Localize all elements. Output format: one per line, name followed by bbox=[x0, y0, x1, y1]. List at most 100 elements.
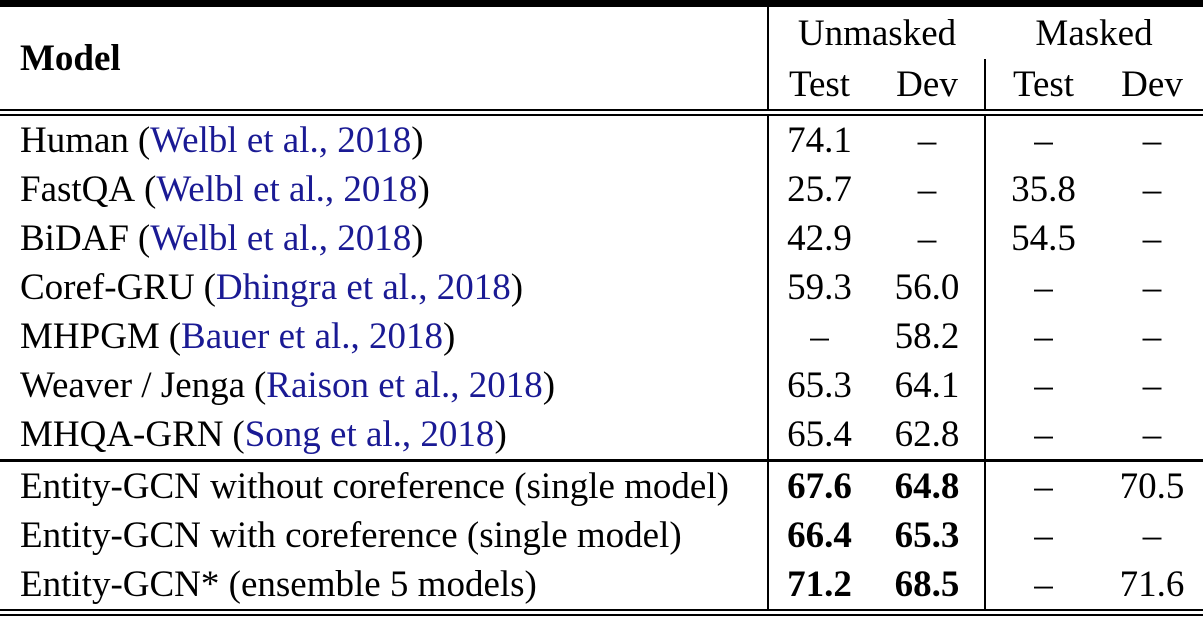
model-name: BiDAF bbox=[20, 218, 129, 259]
model-name: Entity-GCN without coreference (single m… bbox=[20, 466, 729, 507]
model-name: Entity-GCN* (ensemble 5 models) bbox=[20, 564, 537, 605]
open-paren: ( bbox=[253, 365, 267, 406]
unmasked-dev-value: 68.5 bbox=[870, 560, 986, 613]
header-sub-row: Test Dev Test Dev bbox=[0, 59, 1203, 116]
unmasked-dev-value: 62.8 bbox=[870, 410, 986, 461]
column-header-unmasked-dev: Dev bbox=[870, 59, 986, 116]
close-paren: ) bbox=[443, 316, 456, 357]
open-paren: ( bbox=[168, 316, 182, 357]
masked-dev-value: – bbox=[1142, 267, 1162, 308]
model-name: Human bbox=[20, 120, 129, 161]
column-header-masked-test: Test bbox=[985, 59, 1101, 116]
table-row: Entity-GCN without coreference (single m… bbox=[0, 459, 1203, 511]
masked-test-value: – bbox=[1034, 365, 1053, 406]
close-paren: ) bbox=[510, 267, 524, 308]
citation-link[interactable]: Welbl et al., 2018 bbox=[150, 120, 412, 161]
table-row: FastQA (Welbl et al., 2018) 25.7 – 35.8 – bbox=[0, 165, 1203, 214]
close-paren: ) bbox=[542, 365, 556, 406]
column-header-masked-dev: Dev bbox=[1101, 59, 1203, 116]
table-row: Entity-GCN with coreference (single mode… bbox=[0, 511, 1203, 560]
masked-dev-value: – bbox=[1142, 218, 1162, 259]
masked-test-value: 35.8 bbox=[1011, 169, 1076, 210]
model-name: MHQA-GRN bbox=[20, 414, 224, 455]
table-row: Entity-GCN* (ensemble 5 models) 71.2 68.… bbox=[0, 560, 1203, 613]
unmasked-test-value: 65.4 bbox=[787, 414, 852, 455]
table-row: Weaver / Jenga (Raison et al., 2018) 65.3… bbox=[0, 361, 1203, 410]
masked-dev-value: – bbox=[1142, 515, 1162, 556]
model-cell: Weaver / Jenga (Raison et al., 2018) bbox=[0, 361, 769, 410]
unmasked-test-value: 59.3 bbox=[787, 267, 852, 308]
masked-dev-value: – bbox=[1142, 120, 1162, 161]
model-name: Weaver / Jenga bbox=[20, 365, 246, 406]
unmasked-dev-value: 64.8 bbox=[870, 459, 986, 511]
unmasked-test-value: 25.7 bbox=[787, 169, 852, 210]
citation-link[interactable]: Welbl et al., 2018 bbox=[150, 218, 412, 259]
close-paren: ) bbox=[411, 218, 424, 259]
open-paren: ( bbox=[232, 414, 245, 455]
close-paren: ) bbox=[417, 169, 430, 210]
entity-gcn-section: Entity-GCN without coreference (single m… bbox=[0, 459, 1203, 613]
citation-link[interactable]: Bauer et al., 2018 bbox=[181, 316, 444, 357]
masked-test-value: – bbox=[1034, 267, 1053, 308]
unmasked-test-value: – bbox=[810, 316, 829, 357]
open-paren: ( bbox=[137, 218, 151, 259]
table-row: MHQA-GRN (Song et al., 2018) 65.4 62.8 – … bbox=[0, 410, 1203, 461]
open-paren: ( bbox=[203, 267, 216, 308]
masked-dev-value: – bbox=[1142, 365, 1162, 406]
citation-link[interactable]: Dhingra et al., 2018 bbox=[215, 267, 511, 308]
model-cell: Entity-GCN* (ensemble 5 models) bbox=[0, 560, 769, 613]
unmasked-dev-value: – bbox=[870, 214, 986, 263]
baseline-section: Human (Welbl et al., 2018) 74.1 – – – Fas… bbox=[0, 112, 1203, 461]
unmasked-dev-value: 64.1 bbox=[870, 361, 986, 410]
unmasked-dev-value: 56.0 bbox=[870, 263, 986, 312]
citation-link[interactable]: Song et al., 2018 bbox=[244, 414, 495, 455]
masked-test-value: – bbox=[1034, 515, 1053, 556]
model-cell: Entity-GCN without coreference (single m… bbox=[0, 459, 769, 511]
table-row: BiDAF (Welbl et al., 2018) 42.9 – 54.5 – bbox=[0, 214, 1203, 263]
table-row: MHPGM (Bauer et al., 2018) – 58.2 – – bbox=[0, 312, 1203, 361]
masked-dev-value: 70.5 bbox=[1101, 459, 1203, 511]
unmasked-test-value: 42.9 bbox=[787, 218, 852, 259]
masked-test-value: – bbox=[1034, 316, 1053, 357]
model-cell: MHPGM (Bauer et al., 2018) bbox=[0, 312, 769, 361]
open-paren: ( bbox=[144, 169, 157, 210]
header-group-row: Model Unmasked Masked bbox=[0, 3, 1203, 116]
masked-test-value: – bbox=[1034, 414, 1053, 455]
model-cell: MHQA-GRN (Song et al., 2018) bbox=[0, 410, 769, 461]
column-header-model: Model bbox=[0, 3, 769, 116]
model-cell: BiDAF (Welbl et al., 2018) bbox=[0, 214, 769, 263]
unmasked-test-value: 71.2 bbox=[787, 564, 852, 605]
masked-test-value: – bbox=[1034, 120, 1053, 161]
masked-dev-value: – bbox=[1142, 169, 1162, 210]
model-cell: FastQA (Welbl et al., 2018) bbox=[0, 165, 769, 214]
model-name: Coref-GRU bbox=[20, 267, 195, 308]
masked-dev-value: 71.6 bbox=[1119, 564, 1185, 605]
model-name: FastQA bbox=[20, 169, 136, 210]
unmasked-test-value: 66.4 bbox=[787, 515, 852, 556]
masked-test-value: 54.5 bbox=[1011, 218, 1076, 259]
masked-dev-value: – bbox=[1142, 316, 1162, 357]
masked-test-value: – bbox=[1034, 564, 1053, 605]
open-paren: ( bbox=[137, 120, 151, 161]
model-cell: Human (Welbl et al., 2018) bbox=[0, 112, 769, 165]
masked-test-value: – bbox=[985, 459, 1101, 511]
unmasked-dev-value: 65.3 bbox=[870, 511, 986, 560]
model-name: MHPGM bbox=[20, 316, 160, 357]
model-cell: Entity-GCN with coreference (single mode… bbox=[0, 511, 769, 560]
column-header-unmasked-test: Test bbox=[768, 59, 870, 116]
column-group-masked: Masked bbox=[1035, 12, 1153, 54]
unmasked-test-value: 65.3 bbox=[787, 365, 852, 406]
unmasked-dev-value: – bbox=[870, 165, 986, 214]
unmasked-test-value: 67.6 bbox=[768, 459, 870, 511]
table-row: Coref-GRU (Dhingra et al., 2018) 59.3 56.… bbox=[0, 263, 1203, 312]
masked-dev-value: – bbox=[1142, 414, 1162, 455]
column-group-unmasked: Unmasked bbox=[797, 12, 957, 54]
close-paren: ) bbox=[411, 120, 424, 161]
unmasked-dev-value: 58.2 bbox=[870, 312, 986, 361]
citation-link[interactable]: Raison et al., 2018 bbox=[266, 365, 543, 406]
unmasked-test-value: 74.1 bbox=[787, 120, 852, 161]
citation-link[interactable]: Welbl et al., 2018 bbox=[156, 169, 418, 210]
model-name: Entity-GCN with coreference (single mode… bbox=[20, 515, 682, 556]
